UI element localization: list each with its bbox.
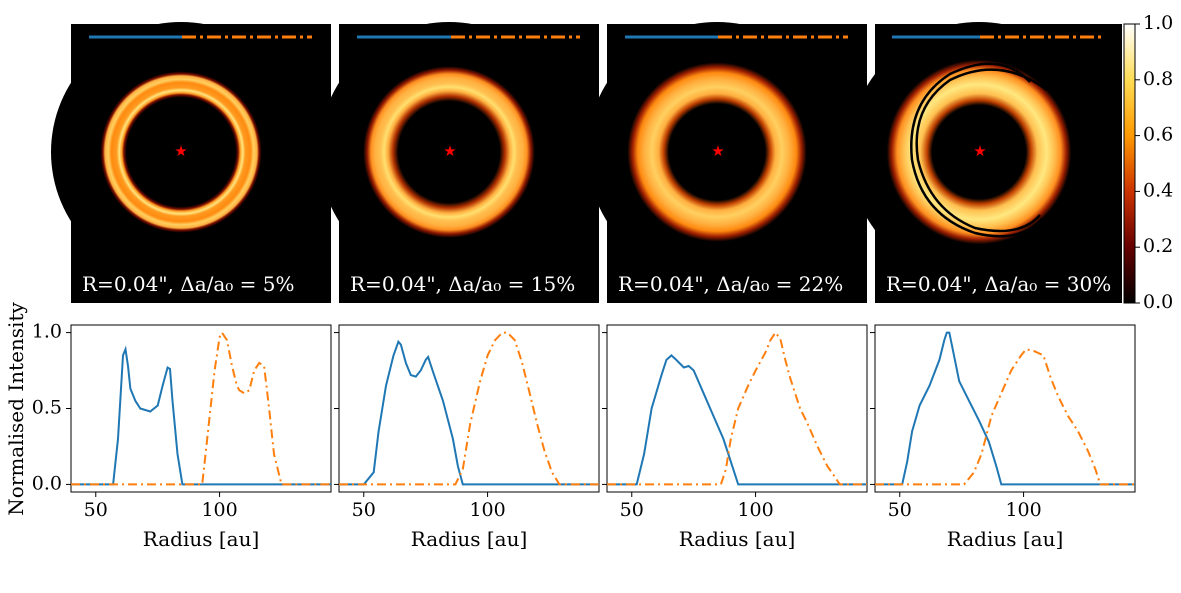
- plot-frame: [606, 324, 868, 493]
- y-tick-label: 1.0: [32, 321, 62, 343]
- colorbar-tick-label: 0.4: [1143, 179, 1173, 201]
- series-line-dashdot: [71, 330, 331, 486]
- profile-panel-4: 50 100 Radius [au]: [870, 324, 1136, 551]
- contour-line: [789, 88, 824, 213]
- image-panel-4: ★ R=0.04", Δa/a₀ = 30%: [849, 22, 1122, 303]
- y-tick-label: 0.5: [32, 397, 62, 419]
- colorbar-gradient: [1123, 23, 1136, 304]
- plot-frame: [338, 324, 600, 493]
- colorbar-tick-label: 1.0: [1143, 12, 1173, 34]
- image-panel-1: ★ R=0.04", Δa/a₀ = 5%: [51, 22, 331, 303]
- x-tick-label: 50: [888, 499, 912, 521]
- star-marker: ★: [443, 142, 456, 160]
- x-tick-label: 100: [1005, 499, 1041, 521]
- x-axis-label: Radius [au]: [411, 527, 528, 551]
- plot-frame: [874, 324, 1136, 493]
- image-panel-3: ★ R=0.04", Δa/a₀ = 22%: [587, 22, 867, 303]
- profile-panel-3: 50 100 Radius [au]: [602, 324, 868, 551]
- y-tick-label: 0.0: [32, 472, 62, 494]
- x-tick-label: 100: [737, 499, 773, 521]
- x-axis-label: Radius [au]: [143, 527, 260, 551]
- plot-frame: [70, 324, 332, 493]
- x-tick-label: 50: [84, 499, 108, 521]
- x-tick-label: 100: [469, 499, 505, 521]
- series-line-solid: [339, 339, 599, 486]
- colorbar: 0.0 0.2 0.4 0.6 0.8 1.0: [1123, 12, 1173, 313]
- series-line-solid: [875, 331, 1135, 486]
- disk-ring: [587, 22, 847, 282]
- y-axis-label: Normalised Intensity: [4, 302, 28, 516]
- disk-ring: [51, 22, 311, 282]
- x-axis-label: Radius [au]: [947, 527, 1064, 551]
- profile-panel-1: 50 100 0.0 0.5 1.0 Radius [au]: [32, 321, 332, 551]
- colorbar-tick-label: 0.8: [1143, 68, 1173, 90]
- panel-caption: R=0.04", Δa/a₀ = 22%: [618, 272, 843, 296]
- panel-caption: R=0.04", Δa/a₀ = 5%: [82, 272, 295, 296]
- x-tick-label: 50: [352, 499, 376, 521]
- contour-line: [507, 89, 554, 220]
- series-line-solid: [71, 345, 331, 486]
- star-marker: ★: [973, 142, 986, 160]
- disk-ring: [319, 22, 579, 282]
- colorbar-tick-label: 0.6: [1143, 124, 1173, 146]
- image-panels: ★ R=0.04", Δa/a₀ = 5% ★ R=0.04", Δa/a₀ =…: [51, 22, 1122, 303]
- contour-line: [910, 62, 1048, 238]
- colorbar-tick-label: 0.0: [1143, 291, 1173, 313]
- profile-panel-2: 50 100 Radius [au]: [334, 324, 600, 551]
- series-line-solid: [607, 354, 867, 486]
- colorbar-tick-label: 0.2: [1143, 235, 1173, 257]
- star-marker: ★: [174, 142, 187, 160]
- star-marker: ★: [711, 142, 724, 160]
- image-panel-2: ★ R=0.04", Δa/a₀ = 15%: [319, 22, 599, 303]
- series-line-dashdot: [607, 330, 867, 486]
- series-line-dashdot: [875, 348, 1135, 486]
- profile-panels: 50 100 0.0 0.5 1.0 Radius [au] 50 100 Radius [au…: [32, 321, 1136, 551]
- contour-line: [263, 111, 280, 192]
- x-tick-label: 100: [201, 499, 237, 521]
- panel-caption: R=0.04", Δa/a₀ = 15%: [350, 272, 575, 296]
- colorbar-ticks: 0.0 0.2 0.4 0.6 0.8 1.0: [1135, 12, 1173, 313]
- x-tick-label: 50: [620, 499, 644, 521]
- panel-caption: R=0.04", Δa/a₀ = 30%: [886, 272, 1111, 296]
- x-axis-label: Radius [au]: [679, 527, 796, 551]
